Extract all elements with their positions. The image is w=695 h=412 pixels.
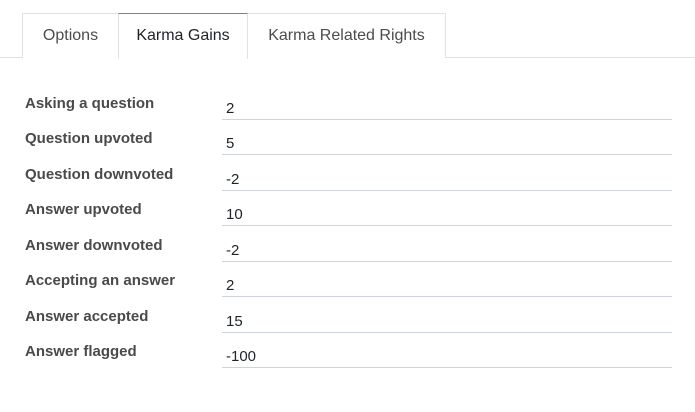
field-row-question-downvoted: Question downvoted xyxy=(0,157,695,193)
answer-flagged-input[interactable] xyxy=(222,334,672,368)
field-row-answer-flagged: Answer flagged xyxy=(0,334,695,370)
answer-upvoted-input[interactable] xyxy=(222,192,672,226)
field-label: Question upvoted xyxy=(25,130,153,147)
tab-options[interactable]: Options xyxy=(22,13,118,58)
field-row-answer-downvoted: Answer downvoted xyxy=(0,228,695,264)
field-label: Answer downvoted xyxy=(25,237,163,254)
question-downvoted-input[interactable] xyxy=(222,157,672,191)
field-row-asking-question: Asking a question xyxy=(0,86,695,122)
field-label: Question downvoted xyxy=(25,166,174,183)
field-row-accepting-answer: Accepting an answer xyxy=(0,263,695,299)
field-label: Answer upvoted xyxy=(25,201,142,218)
field-row-answer-accepted: Answer accepted xyxy=(0,299,695,335)
tab-karma-related-rights[interactable]: Karma Related Rights xyxy=(248,13,446,58)
notebook-tabs: Options Karma Gains Karma Related Rights xyxy=(0,13,695,59)
answer-accepted-input[interactable] xyxy=(222,299,672,333)
question-upvoted-input[interactable] xyxy=(222,121,672,155)
field-label: Asking a question xyxy=(25,95,155,112)
field-label: Answer flagged xyxy=(25,343,137,360)
field-row-question-upvoted: Question upvoted xyxy=(0,121,695,157)
field-label: Answer accepted xyxy=(25,308,149,325)
accepting-answer-input[interactable] xyxy=(222,263,672,297)
answer-downvoted-input[interactable] xyxy=(222,228,672,262)
asking-question-input[interactable] xyxy=(222,86,672,120)
field-label: Accepting an answer xyxy=(25,272,176,289)
tab-karma-gains[interactable]: Karma Gains xyxy=(118,13,248,59)
field-row-answer-upvoted: Answer upvoted xyxy=(0,192,695,228)
